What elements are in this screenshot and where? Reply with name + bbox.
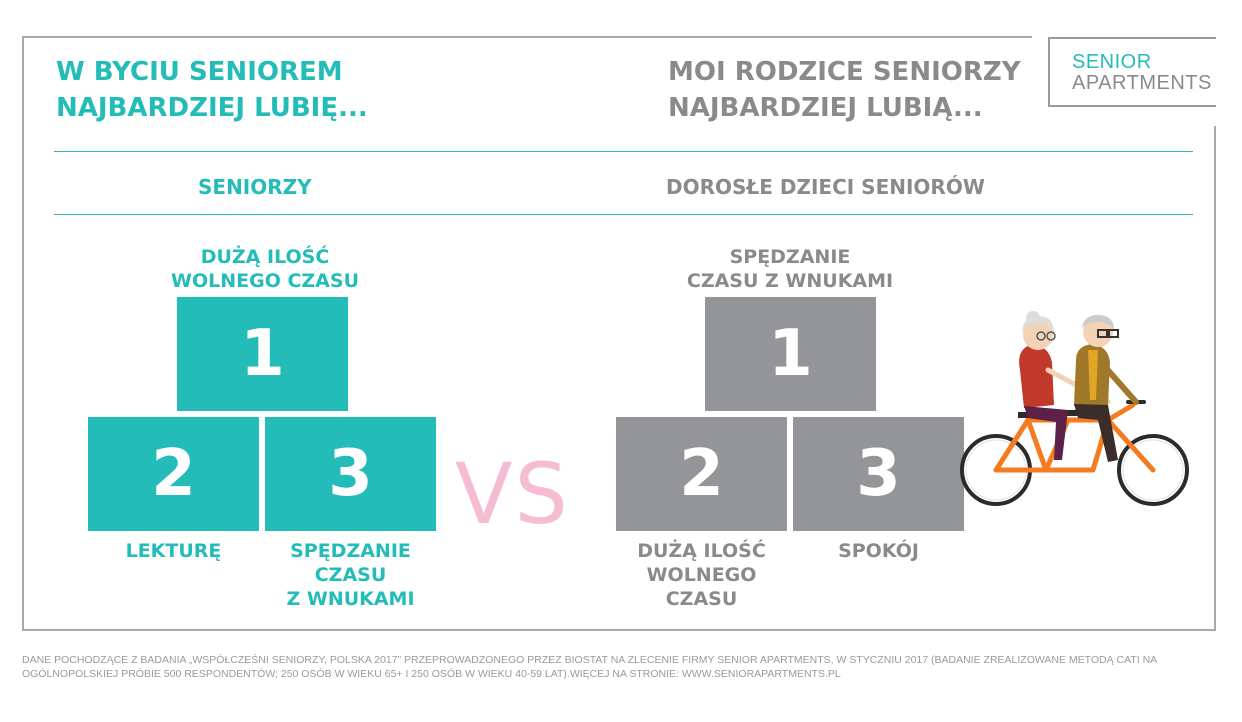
top-divider (54, 151, 1193, 152)
right-heading-line-2: NAJBARDZIEJ LUBIĄ... (668, 93, 983, 123)
footer-line-1: DANE POCHODZĄCE Z BADANIA „WSPÓŁCZEŚNI S… (22, 654, 1158, 666)
right-rank2-label-line-2: WOLNEGO (646, 564, 757, 586)
right-rank2-label: DUŻĄ ILOŚĆ WOLNEGO CZASU (616, 539, 787, 611)
right-subheading: DOROSŁE DZIECI SENIORÓW (666, 175, 985, 199)
footer-line-2: OGÓLNOPOLSKIEJ PRÓBIE 500 RESPONDENTÓW; … (22, 668, 841, 680)
left-rank3-label-line-1: SPĘDZANIE (290, 540, 411, 562)
vs-text: VS (455, 445, 570, 543)
bottom-divider (54, 214, 1193, 215)
right-rank1-label-line-1: SPĘDZANIE (729, 246, 851, 268)
logo-line-1: SENIOR (1072, 51, 1152, 73)
left-rank2-box: 2 (88, 417, 259, 531)
left-heading-line-2: NAJBARDZIEJ LUBIĘ... (56, 93, 368, 123)
right-rank1-box: 1 (705, 297, 876, 411)
left-rank2-label: LEKTURĘ (125, 540, 222, 562)
left-heading: W BYCIU SENIOREM NAJBARDZIEJ LUBIĘ... (56, 54, 368, 126)
left-heading-line-1: W BYCIU SENIOREM (56, 57, 343, 87)
logo-line-2: APARTMENTS (1072, 72, 1212, 94)
right-rank3-label: SPOKÓJ (838, 540, 919, 562)
left-rank1-label-line-2: WOLNEGO CZASU (171, 270, 359, 292)
left-rank1-label-line-1: DUŻĄ ILOŚĆ (200, 246, 330, 268)
right-rank3-box: 3 (793, 417, 964, 531)
senior-apartments-logo[interactable]: SENIOR APARTMENTS (1048, 37, 1216, 107)
right-rank2-label-line-3: CZASU (665, 588, 738, 610)
content-frame (22, 36, 1216, 631)
left-subheading: SENIORZY (198, 175, 312, 199)
left-rank3-label: SPĘDZANIE CZASU Z WNUKAMI (265, 539, 436, 611)
tandem-bicycle-seniors-illustration (960, 311, 1189, 506)
right-heading: MOI RODZICE SENIORZY NAJBARDZIEJ LUBIĄ..… (668, 54, 1021, 126)
left-rank1-box: 1 (177, 297, 348, 411)
right-rank1-label: SPĘDZANIE CZASU Z WNUKAMI (660, 245, 920, 293)
right-heading-line-1: MOI RODZICE SENIORZY (668, 57, 1021, 87)
left-rank3-label-line-2: CZASU (314, 564, 387, 586)
right-rank2-label-line-1: DUŻĄ ILOŚĆ (637, 540, 766, 562)
left-rank3-box: 3 (265, 417, 436, 531)
right-rank2-box: 2 (616, 417, 787, 531)
left-rank1-label: DUŻĄ ILOŚĆ WOLNEGO CZASU (140, 245, 390, 293)
footer-source-note: DANE POCHODZĄCE Z BADANIA „WSPÓŁCZEŚNI S… (22, 653, 1222, 681)
left-rank3-label-line-3: Z WNUKAMI (286, 588, 415, 610)
right-rank1-label-line-2: CZASU Z WNUKAMI (686, 270, 894, 292)
